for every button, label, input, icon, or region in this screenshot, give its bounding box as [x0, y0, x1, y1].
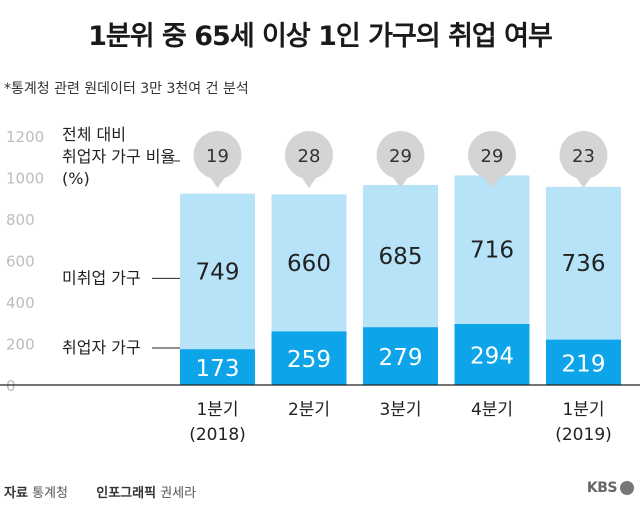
- ratio-value: 28: [298, 146, 321, 167]
- category-label: 2분기: [288, 400, 330, 420]
- bar-unemployed: [454, 175, 530, 324]
- bar-value-unemployed: 716: [470, 238, 514, 264]
- category-label: 1분기: [562, 400, 604, 420]
- source-label: 자료: [4, 486, 28, 501]
- logo-mark-icon: [620, 481, 634, 495]
- ratio-bubble: [193, 131, 242, 188]
- ratio-bubble: [467, 131, 516, 188]
- ratio-bubble: [376, 131, 425, 188]
- bar-employed: [546, 339, 621, 385]
- y-tick-label: 1200: [6, 128, 44, 146]
- bar-value-unemployed: 685: [379, 244, 423, 270]
- ratio-label: (%): [62, 169, 90, 188]
- bar-employed: [363, 327, 438, 385]
- ratio-value: 23: [572, 146, 595, 167]
- bar-value-unemployed: 736: [562, 251, 606, 277]
- bar-value-employed: 259: [287, 347, 331, 373]
- category-label: (2019): [555, 425, 612, 445]
- footer-credits: 자료 통계청 인포그래픽 권세라: [4, 482, 196, 501]
- chart-title: 1분위 중 65세 이상 1인 가구의 취업 여부: [88, 21, 553, 52]
- bar-value-employed: 294: [470, 343, 514, 369]
- logo-text: KBS: [586, 480, 618, 496]
- bar-value-employed: 219: [562, 351, 606, 377]
- category-label: 3분기: [379, 400, 421, 420]
- y-tick-label: 600: [6, 253, 35, 271]
- bar-value-employed: 279: [379, 345, 423, 371]
- y-tick-label: 0: [6, 377, 16, 395]
- stacked-bar-chart: 0 200 400 600 800 1000 1200 173 749 19 1분기 (2018) 2…: [0, 125, 640, 445]
- y-tick-label: 1000: [6, 170, 44, 188]
- data-note: *통계청 관련 원데이터 3만 3천여 건 분석: [4, 81, 249, 97]
- category-label: 1분기: [196, 400, 238, 420]
- series-label-employed: 취업자 가구: [62, 338, 141, 357]
- graphic-label: 인포그래픽: [96, 486, 157, 501]
- bar-employed: [271, 331, 347, 385]
- bar-employed: [454, 323, 530, 385]
- bar-unemployed: [546, 186, 621, 340]
- ratio-label: 취업자 가구 비율: [62, 147, 175, 166]
- bar-unemployed: [180, 193, 255, 350]
- kbs-logo: KBS: [587, 480, 634, 496]
- ratio-value: 29: [481, 146, 504, 167]
- ratio-label: 전체 대비: [62, 125, 126, 144]
- bar-value-unemployed: 660: [287, 251, 331, 277]
- y-tick-label: 200: [6, 336, 35, 354]
- ratio-value: 19: [206, 146, 229, 167]
- bar-employed: [180, 349, 255, 385]
- ratio-bubble: [284, 131, 333, 188]
- category-label: (2018): [189, 425, 246, 445]
- graphic-value: 권세라: [160, 486, 197, 501]
- source-value: 통계청: [32, 486, 68, 501]
- series-label-unemployed: 미취업 가구: [62, 268, 141, 287]
- y-tick-label: 400: [6, 294, 35, 312]
- bar-value-employed: 173: [196, 356, 240, 382]
- bar-value-unemployed: 749: [196, 259, 240, 285]
- ratio-value: 29: [389, 146, 412, 167]
- bar-unemployed: [271, 194, 347, 332]
- bar-unemployed: [363, 184, 438, 328]
- ratio-bubble: [559, 131, 608, 188]
- y-tick-label: 800: [6, 211, 35, 229]
- category-label: 4분기: [471, 400, 513, 420]
